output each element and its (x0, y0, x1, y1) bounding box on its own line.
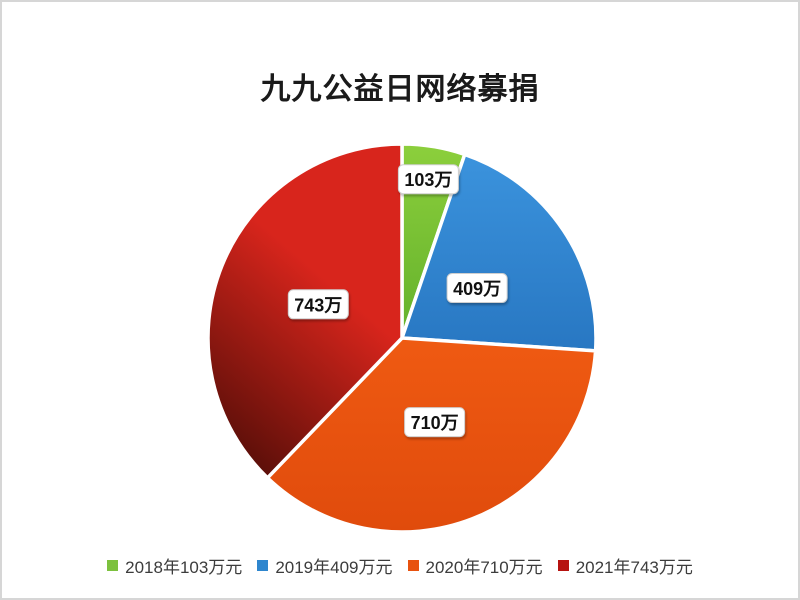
pie-label-2019: 409万 (446, 273, 508, 303)
pie-label-text: 103万 (404, 170, 452, 190)
pie-label-2021: 743万 (287, 289, 349, 320)
legend-label-2021: 2021年743万元 (575, 558, 693, 577)
legend-item-2020: 2020年710万元 (407, 553, 543, 578)
chart-title: 九九公益日网络募捐 (260, 73, 540, 106)
legend-swatch-2019 (257, 560, 269, 571)
pie-label-text: 710万 (411, 413, 459, 433)
pie-label-box (404, 407, 466, 438)
legend-label-2020: 2020年710万元 (425, 558, 543, 577)
legend-item-2021: 2021年743万元 (557, 553, 693, 578)
pie-label-box (446, 273, 508, 303)
pie-label-2020: 710万 (404, 407, 466, 438)
legend-label-2018: 2018年103万元 (125, 558, 243, 577)
pie-label-2018: 103万 (397, 164, 459, 195)
legend-swatch-2018 (107, 560, 119, 571)
pie-label-text: 743万 (294, 295, 342, 315)
legend-swatch-2020 (407, 560, 419, 571)
legend-item-2019: 2019年409万元 (257, 553, 393, 578)
pie-label-text: 409万 (453, 279, 501, 299)
legend-swatch-2021 (557, 560, 569, 571)
chart-legend: 2018年103万元 2019年409万元 2020年710万元 2021年743万元 (2, 553, 798, 578)
pie-chart: 103万 409万 710万 743万 (206, 142, 598, 534)
pie-label-box (397, 164, 459, 195)
legend-label-2019: 2019年409万元 (275, 558, 393, 577)
legend-item-2018: 2018年103万元 (107, 553, 242, 578)
pie-label-box (287, 289, 349, 320)
